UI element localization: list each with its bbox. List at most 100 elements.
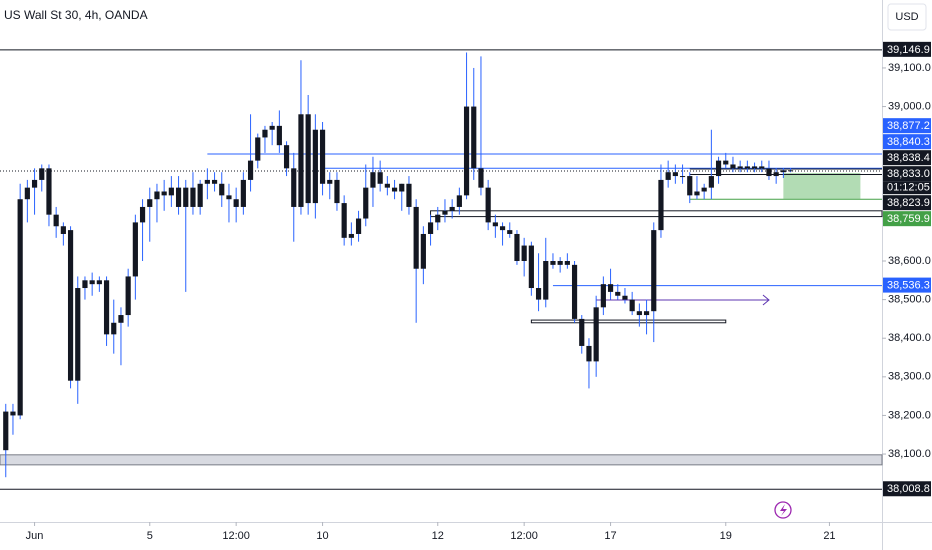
price-label: 38,536.3: [887, 280, 930, 292]
candle-body: [168, 187, 174, 196]
currency-button[interactable]: [887, 3, 927, 31]
candle-body: [67, 230, 74, 381]
candle-body: [694, 191, 700, 196]
candle-body: [226, 195, 232, 200]
candle-body: [391, 187, 398, 192]
candle-body: [514, 233, 520, 261]
candle-body: [737, 166, 743, 169]
candle-body: [550, 261, 556, 265]
candle-body: [197, 183, 203, 207]
candle-body: [499, 226, 506, 231]
candle-body: [442, 210, 448, 215]
candle-body: [406, 183, 412, 207]
candle-body: [636, 311, 642, 316]
price-label: 38,840.3: [887, 136, 930, 148]
candle-body: [111, 322, 117, 335]
y-tick-label: 39,000.0: [888, 100, 931, 112]
candle-body: [507, 230, 513, 234]
price-label: 39,146.9: [887, 44, 930, 56]
candle-body: [384, 183, 390, 188]
candle-body: [723, 160, 729, 165]
candle-body: [658, 179, 664, 231]
arrow-head: [762, 294, 770, 306]
candle-body: [175, 187, 182, 207]
candle-body: [219, 183, 225, 196]
price-label-box: [883, 211, 931, 227]
candle-body: [643, 311, 650, 316]
candle-body: [622, 295, 628, 300]
y-tick-label: 38,500.0: [888, 294, 931, 306]
candle-body: [75, 288, 81, 381]
price-label-box: [883, 118, 931, 134]
candle-body: [24, 187, 30, 200]
candle-body: [10, 411, 16, 416]
price-label-box: [883, 277, 931, 293]
candle-body: [665, 172, 671, 180]
candle-body: [147, 199, 153, 207]
candle-body: [687, 176, 693, 196]
candle-body: [139, 206, 146, 223]
candle-body: [341, 203, 347, 238]
candle-body: [492, 222, 498, 227]
candle-body: [283, 145, 290, 169]
y-tick-label: 39,100.0: [888, 62, 931, 74]
price-label: 38,823.9: [887, 197, 930, 209]
candle-body: [679, 176, 686, 178]
price-label: 38,008.8: [887, 483, 930, 495]
candle-body: [399, 183, 405, 192]
candle-body: [571, 264, 578, 319]
candle-body: [46, 168, 52, 215]
price-label-box: [883, 134, 931, 150]
candle-body: [132, 222, 138, 277]
candle-body: [773, 172, 779, 177]
candle-body: [31, 179, 38, 188]
candle-body: [53, 214, 59, 227]
candle-body: [190, 187, 196, 207]
candle-body: [521, 245, 527, 261]
candle-body: [363, 187, 369, 219]
x-tick-label: 12:00: [222, 530, 250, 542]
candle-body: [204, 179, 210, 184]
candle-body: [305, 114, 311, 204]
price-label: 38,838.4: [887, 152, 930, 164]
candle-body: [435, 214, 441, 223]
x-tick-label: 21: [823, 530, 835, 542]
candle-body: [255, 137, 261, 161]
candle-body: [413, 206, 419, 269]
candle-body: [262, 129, 268, 138]
candle-body: [60, 226, 66, 234]
candle-body: [427, 222, 434, 234]
candle-body: [701, 187, 707, 192]
candle-body: [233, 199, 239, 207]
x-tick-label: 10: [316, 530, 328, 542]
candle-body: [586, 345, 592, 362]
candle-body: [161, 191, 167, 196]
countdown-box: [883, 181, 931, 195]
zone: [783, 172, 861, 199]
candle-body: [528, 245, 534, 289]
price-label-box: [883, 195, 931, 211]
price-label: 38,759.9: [887, 213, 930, 225]
candle-body: [730, 164, 736, 169]
candle-body: [593, 307, 599, 362]
candle-body: [449, 206, 455, 211]
candle-body: [348, 233, 354, 238]
currency-label[interactable]: USD: [895, 11, 918, 23]
candle-body: [312, 129, 318, 204]
y-tick-label: 38,200.0: [888, 409, 931, 421]
candle-body: [334, 179, 340, 204]
candle-body: [118, 315, 124, 323]
candle-body: [82, 280, 88, 289]
x-tick-label: Jun: [26, 530, 44, 542]
candle-body: [600, 284, 606, 308]
alert-icon[interactable]: [774, 501, 792, 519]
price-label-box: [883, 481, 931, 497]
candle-body: [125, 276, 131, 316]
candle-body: [327, 179, 333, 184]
candle-body: [766, 168, 772, 177]
price-label-box: [883, 150, 931, 166]
chart-title: US Wall St 30, 4h, OANDA: [4, 8, 148, 22]
x-tick-label: 19: [720, 530, 732, 542]
